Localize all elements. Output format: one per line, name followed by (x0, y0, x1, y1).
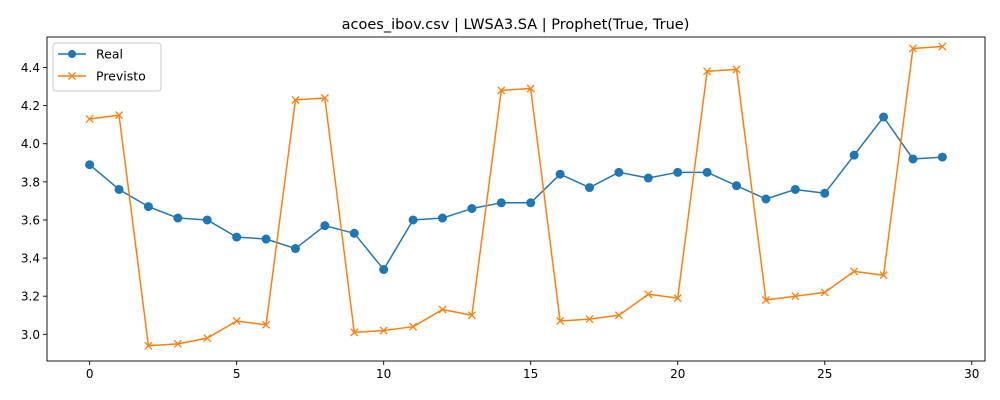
legend-marker (67, 71, 77, 81)
axes-frame (46, 36, 986, 362)
data-point-previsto (262, 320, 271, 329)
data-point-previsto (409, 322, 418, 331)
legend-item-real: Real (58, 47, 123, 62)
data-point-real (937, 152, 947, 162)
data-point-real (702, 167, 712, 177)
data-point-real (643, 173, 653, 183)
y-tick-label: 4.2 (21, 99, 40, 113)
series-line-real (89, 116, 943, 271)
data-point-real (320, 221, 330, 231)
data-point-real (85, 160, 95, 170)
data-point-real (614, 167, 624, 177)
x-tick-label: 25 (817, 367, 832, 381)
data-point-real (379, 265, 389, 275)
data-point-previsto (556, 316, 565, 326)
legend-item-previsto: Previsto (58, 69, 146, 84)
data-point-previsto (732, 65, 741, 74)
legend-box (52, 42, 162, 92)
data-point-previsto (614, 311, 623, 320)
data-point-previsto (497, 86, 506, 95)
data-point-real (585, 183, 595, 193)
data-point-previsto (438, 305, 447, 314)
data-point-real (496, 198, 506, 208)
data-point-previsto (144, 341, 153, 350)
legend-label: Real (96, 47, 123, 62)
x-tick-label: 10 (376, 367, 391, 381)
data-point-real (467, 204, 477, 214)
data-point-previsto (879, 271, 888, 280)
x-tick-label: 30 (964, 367, 979, 381)
data-point-previsto (673, 294, 682, 303)
data-point-previsto (585, 315, 594, 324)
data-point-previsto (644, 290, 653, 299)
x-tick-label: 5 (233, 367, 241, 381)
data-point-real (114, 184, 124, 194)
data-point-previsto (850, 267, 859, 276)
data-point-real (408, 215, 418, 225)
data-point-real (732, 181, 742, 191)
legend-label: Previsto (96, 69, 146, 84)
data-point-real (232, 232, 242, 242)
legend-marker (68, 50, 76, 58)
data-point-previsto (703, 67, 712, 76)
data-point-previsto (379, 326, 388, 335)
data-point-previsto (938, 42, 947, 51)
data-point-real (908, 154, 918, 164)
data-point-previsto (526, 84, 535, 93)
data-point-real (173, 213, 183, 223)
y-tick-label: 3.2 (21, 290, 40, 304)
y-tick-label: 3.8 (21, 175, 40, 189)
data-point-real (761, 194, 771, 204)
data-point-previsto (467, 311, 476, 320)
data-point-real (820, 188, 830, 198)
data-point-real (849, 150, 859, 160)
data-point-real (790, 184, 800, 194)
data-point-real (879, 112, 889, 122)
data-point-real (437, 213, 447, 223)
data-point-previsto (203, 334, 212, 343)
chart-title: acoes_ibov.csv | LWSA3.SA | Prophet(True… (342, 17, 690, 33)
y-tick-label: 4.4 (21, 61, 40, 75)
x-tick-label: 20 (670, 367, 685, 381)
data-point-real (555, 169, 565, 179)
data-point-real (202, 215, 212, 225)
data-point-previsto (173, 339, 182, 348)
series-line-previsto (89, 45, 943, 347)
data-point-previsto (85, 114, 94, 124)
y-tick-label: 4.0 (21, 137, 40, 151)
legend: Real Previsto (52, 42, 162, 92)
x-tick-label: 0 (86, 367, 94, 381)
data-point-previsto (114, 111, 124, 120)
data-point-real (261, 234, 271, 244)
y-tick-label: 3.4 (21, 252, 40, 266)
data-point-previsto (908, 44, 918, 53)
x-tick-label: 15 (523, 367, 538, 381)
axes: 0 5 10 15 20 25 30 3.0 3.2 3.4 3.6 3.8 4.0 4.2 4.4 (21, 36, 986, 381)
data-point-real (349, 228, 359, 238)
data-point-previsto (291, 95, 300, 104)
data-point-previsto (761, 295, 770, 305)
data-point-previsto (350, 328, 359, 337)
data-point-previsto (791, 292, 800, 301)
y-tick-label: 3.0 (21, 328, 40, 342)
data-point-previsto (320, 93, 329, 103)
y-tick-label: 3.6 (21, 213, 40, 227)
data-point-real (290, 244, 300, 254)
data-point-real (143, 202, 153, 212)
data-point-real (526, 198, 536, 208)
data-point-previsto (232, 316, 241, 326)
data-point-real (673, 167, 683, 177)
plot-area (85, 42, 947, 350)
data-point-previsto (820, 288, 829, 297)
